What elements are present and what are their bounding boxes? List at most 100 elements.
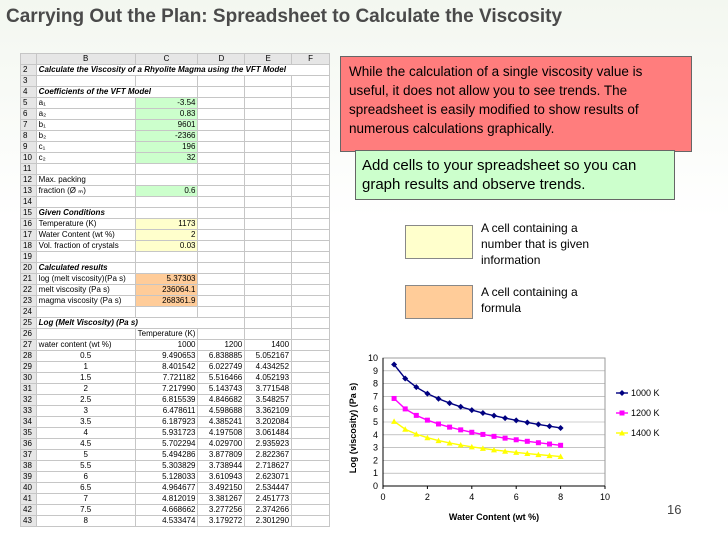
sheet-cell[interactable]: 1	[35, 361, 136, 373]
row-number[interactable]: 19	[20, 251, 37, 263]
sheet-cell[interactable]: -2366	[134, 130, 199, 142]
sheet-cell[interactable]: 2.301290	[244, 515, 293, 527]
sheet-cell[interactable]: a₂	[35, 108, 136, 120]
row-number[interactable]: 36	[20, 438, 37, 450]
row-number[interactable]: 31	[20, 383, 37, 395]
sheet-cell[interactable]	[197, 262, 246, 274]
row-number[interactable]: 23	[20, 295, 37, 307]
sheet-cell[interactable]	[197, 152, 246, 164]
sheet-cell[interactable]	[291, 130, 330, 142]
row-number[interactable]: 17	[20, 229, 37, 241]
sheet-cell[interactable]	[197, 174, 246, 186]
sheet-cell[interactable]: 4.533474	[134, 515, 199, 527]
row-number[interactable]: 40	[20, 482, 37, 494]
sheet-cell[interactable]	[197, 207, 246, 219]
sheet-cell[interactable]	[291, 416, 330, 428]
sheet-cell[interactable]	[197, 328, 246, 340]
sheet-cell[interactable]: 2.718627	[244, 460, 293, 472]
sheet-cell[interactable]: 6.5	[35, 482, 136, 494]
sheet-cell[interactable]	[244, 75, 293, 87]
sheet-cell[interactable]: 6	[35, 471, 136, 483]
sheet-cell[interactable]	[291, 75, 330, 87]
sheet-cell[interactable]	[244, 317, 293, 329]
row-number[interactable]: 42	[20, 504, 37, 516]
row-number[interactable]: 16	[20, 218, 37, 230]
sheet-cell[interactable]: 1173	[134, 218, 199, 230]
sheet-cell[interactable]: fraction (Ø ₘ)	[35, 185, 136, 197]
row-number[interactable]: 33	[20, 405, 37, 417]
column-header[interactable]: E	[244, 53, 293, 65]
sheet-cell[interactable]	[35, 328, 136, 340]
sheet-cell[interactable]: 6.478611	[134, 405, 199, 417]
sheet-cell[interactable]	[244, 174, 293, 186]
sheet-cell[interactable]	[291, 449, 330, 461]
sheet-cell[interactable]: 4.385241	[197, 416, 246, 428]
sheet-cell[interactable]: 3.771548	[244, 383, 293, 395]
sheet-cell[interactable]: 9.490653	[134, 350, 199, 362]
sheet-cell[interactable]: 3.610943	[197, 471, 246, 483]
sheet-cell[interactable]: a₁	[35, 97, 136, 109]
sheet-cell[interactable]: 8	[35, 515, 136, 527]
sheet-cell[interactable]	[291, 317, 330, 329]
sheet-cell[interactable]: Max. packing	[35, 174, 136, 186]
sheet-cell[interactable]: 3.548257	[244, 394, 293, 406]
row-number[interactable]: 6	[20, 108, 37, 120]
sheet-cell[interactable]	[35, 75, 136, 87]
sheet-cell[interactable]: Temperature (K)	[35, 218, 136, 230]
sheet-cell[interactable]	[291, 328, 330, 340]
sheet-cell[interactable]: 5.37303	[134, 273, 199, 285]
row-number[interactable]: 39	[20, 471, 37, 483]
sheet-cell[interactable]	[291, 460, 330, 472]
row-number[interactable]: 4	[20, 86, 37, 98]
row-number[interactable]: 11	[20, 163, 37, 175]
sheet-cell[interactable]	[197, 295, 246, 307]
row-number[interactable]: 28	[20, 350, 37, 362]
row-number[interactable]: 41	[20, 493, 37, 505]
row-number[interactable]: 3	[20, 75, 37, 87]
sheet-cell[interactable]: 3.492150	[197, 482, 246, 494]
column-header[interactable]: D	[197, 53, 246, 65]
sheet-cell[interactable]: 2.374266	[244, 504, 293, 516]
sheet-cell[interactable]	[244, 229, 293, 241]
row-number[interactable]: 27	[20, 339, 37, 351]
sheet-cell[interactable]: 3.202084	[244, 416, 293, 428]
sheet-cell[interactable]: 4.598688	[197, 405, 246, 417]
row-number[interactable]: 18	[20, 240, 37, 252]
sheet-cell[interactable]	[197, 240, 246, 252]
column-header[interactable]: B	[35, 53, 136, 65]
column-header[interactable]	[20, 53, 37, 65]
sheet-cell[interactable]	[197, 306, 246, 318]
row-number[interactable]: 21	[20, 273, 37, 285]
sheet-cell[interactable]: Calculated results	[35, 262, 136, 274]
sheet-cell[interactable]	[291, 383, 330, 395]
sheet-cell[interactable]	[291, 405, 330, 417]
sheet-cell[interactable]	[244, 328, 293, 340]
row-number[interactable]: 8	[20, 130, 37, 142]
sheet-cell[interactable]: 5	[35, 449, 136, 461]
sheet-cell[interactable]: 5.128033	[134, 471, 199, 483]
sheet-cell[interactable]: 5.052167	[244, 350, 293, 362]
sheet-cell[interactable]: 3.179272	[197, 515, 246, 527]
sheet-cell[interactable]	[244, 240, 293, 252]
sheet-cell[interactable]: 5.702294	[134, 438, 199, 450]
sheet-cell[interactable]: 2.534447	[244, 482, 293, 494]
sheet-cell[interactable]: 4.5	[35, 438, 136, 450]
sheet-cell[interactable]	[291, 119, 330, 131]
column-header[interactable]: C	[134, 53, 199, 65]
row-number[interactable]: 14	[20, 196, 37, 208]
sheet-cell[interactable]	[244, 108, 293, 120]
row-number[interactable]: 43	[20, 515, 37, 527]
sheet-cell[interactable]	[291, 438, 330, 450]
sheet-cell[interactable]	[244, 306, 293, 318]
sheet-cell[interactable]	[291, 196, 330, 208]
sheet-cell[interactable]	[134, 262, 199, 274]
sheet-cell[interactable]	[35, 196, 136, 208]
sheet-cell[interactable]	[197, 75, 246, 87]
sheet-cell[interactable]	[244, 119, 293, 131]
sheet-cell[interactable]	[291, 185, 330, 197]
sheet-cell[interactable]: 0.03	[134, 240, 199, 252]
sheet-cell[interactable]: 32	[134, 152, 199, 164]
sheet-cell[interactable]: 2.5	[35, 394, 136, 406]
row-number[interactable]: 12	[20, 174, 37, 186]
row-number[interactable]: 15	[20, 207, 37, 219]
